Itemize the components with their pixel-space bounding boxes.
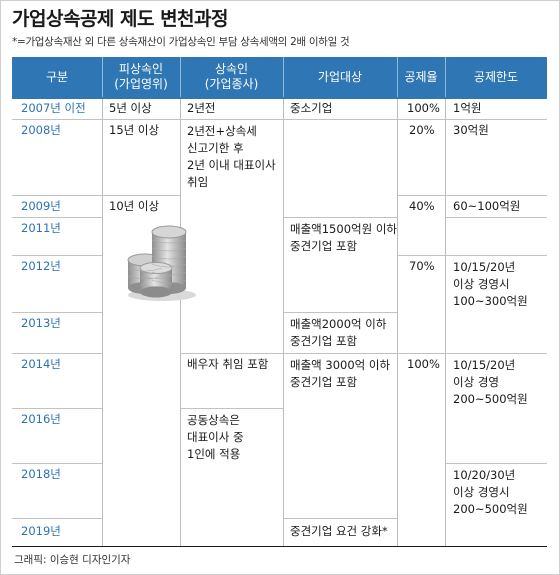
header-divider [180, 57, 181, 97]
heir-cell: 배우자 취임 포함 [187, 357, 269, 371]
rate-cell: 40% [409, 199, 435, 213]
limit-cell: 10/15/20년 이상 경영 200~500억원 [453, 358, 528, 406]
column-line [397, 99, 398, 546]
row-line [180, 408, 283, 409]
coin-stack-illustration [127, 225, 196, 301]
row-line [397, 195, 547, 196]
year-label: 2007년 이전 [21, 101, 86, 115]
row-line [283, 217, 397, 218]
page-title: 가업상속공제 제도 변천과정 [12, 8, 229, 30]
row-line [102, 195, 180, 196]
header-divider [445, 57, 446, 97]
row-line [283, 518, 397, 519]
heir-cell: 2년전 [187, 101, 216, 115]
deceased-cell: 15년 이상 [109, 123, 160, 137]
year-label: 2019년 [21, 524, 61, 538]
row-line [12, 463, 102, 464]
heir-cell: 공동상속은 대표이사 중 1인에 적용 [187, 413, 244, 461]
footnote: *=가업상속재산 외 다른 상속재산이 가업상속인 부담 상속세액의 2배 이하… [12, 36, 350, 48]
header-divider [397, 57, 398, 97]
row-line [283, 312, 397, 313]
year-label: 2012년 [21, 259, 61, 273]
header-heir: 상속인 (가업종사) [180, 57, 283, 97]
deceased-cell: 10년 이상 [109, 199, 160, 213]
deceased-cell: 5년 이상 [109, 101, 152, 115]
rate-cell: 20% [409, 123, 435, 137]
rate-cell: 70% [409, 259, 435, 273]
row-line [445, 463, 547, 464]
header-bottom-rule [12, 97, 547, 99]
row-line [12, 312, 102, 313]
target-cell: 매출액2000억 이하 중견기업 포함 [290, 317, 387, 348]
year-label: 2013년 [21, 316, 61, 330]
year-label: 2018년 [21, 467, 61, 481]
header-limit: 공제한도 [445, 57, 547, 97]
table-bottom-rule [12, 546, 547, 547]
header-target: 가업대상 [283, 57, 397, 97]
year-label: 2009년 [21, 199, 61, 213]
limit-cell: 10/15/20년 이상 경영시 100~300억원 [453, 260, 528, 308]
row-line [12, 195, 102, 196]
row-line [12, 217, 102, 218]
column-line [102, 99, 103, 546]
heir-cell: 2년전+상속세 신고기한 후 2년 이내 대표이사 취임 [187, 124, 276, 189]
target-cell: 중소기업 [290, 101, 333, 115]
target-cell: 중견기업 요건 강화* [290, 524, 388, 538]
rate-cell: 100% [407, 357, 440, 371]
column-line [283, 99, 284, 546]
row-line [397, 255, 547, 256]
row-line [12, 353, 102, 354]
target-cell: 매출액1500억원 이하 중견기업 포함 [290, 222, 397, 253]
limit-cell: 60~100억원 [453, 199, 521, 213]
header-divider [283, 57, 284, 97]
header-deceased: 피상속인 (가업영위) [102, 57, 180, 97]
column-line [445, 99, 446, 546]
row-line [180, 353, 547, 354]
target-cell: 매출액 3000억 이하 중견기업 포함 [290, 358, 391, 389]
column-line [180, 99, 181, 546]
row-line [12, 255, 102, 256]
header-category: 구분 [12, 57, 102, 97]
year-label: 2008년 [21, 123, 61, 137]
row-line [12, 518, 102, 519]
limit-cell: 1억원 [453, 101, 482, 115]
row-line [445, 217, 547, 218]
rate-cell: 100% [407, 101, 440, 115]
row-line [12, 408, 102, 409]
limit-cell: 10/20/30년 이상 경영시 200~500억원 [453, 468, 528, 516]
limit-cell: 30억원 [453, 123, 489, 137]
header-rate: 공제율 [397, 57, 445, 97]
graphic-credit: 그래픽: 이승현 디자인기자 [14, 554, 131, 566]
year-label: 2016년 [21, 412, 61, 426]
year-label: 2011년 [21, 221, 61, 235]
row-line [12, 119, 547, 120]
header-divider [102, 57, 103, 97]
year-label: 2014년 [21, 357, 61, 371]
